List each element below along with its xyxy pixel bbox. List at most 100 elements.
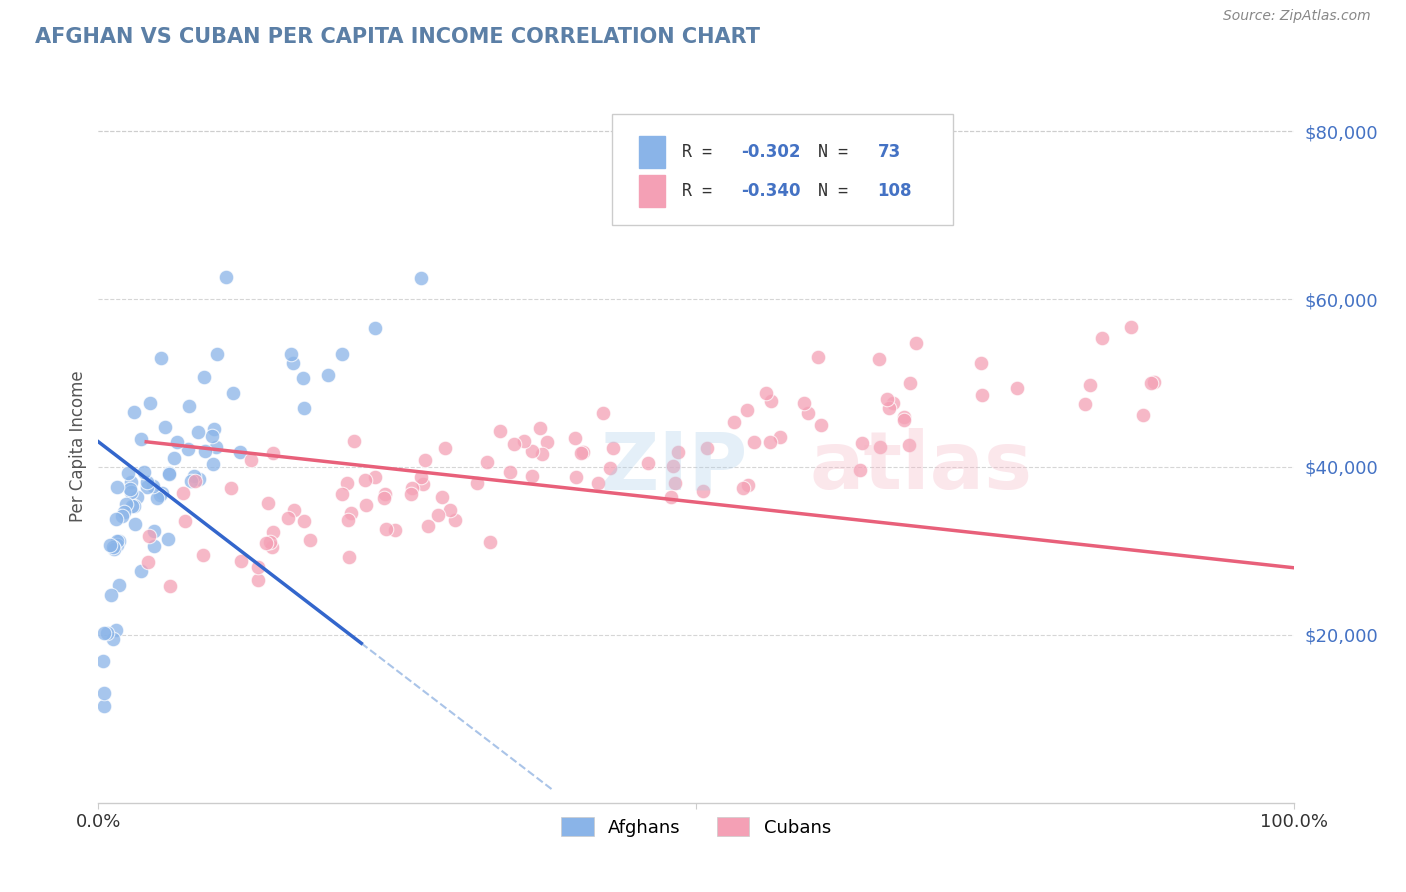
Point: [114, 497, 136, 511]
Point: [335, 475, 357, 490]
Point: [259, 534, 281, 549]
Point: [262, 445, 284, 459]
Point: [599, 461, 621, 475]
Point: [430, 490, 453, 504]
Point: [364, 470, 387, 484]
Bar: [638, 175, 665, 207]
Point: [905, 336, 928, 351]
Point: [117, 466, 139, 480]
FancyBboxPatch shape: [613, 114, 953, 225]
Point: [868, 352, 890, 367]
Point: [280, 346, 302, 360]
Point: [215, 270, 238, 285]
Point: [737, 477, 759, 491]
Point: [330, 346, 353, 360]
Point: [520, 469, 543, 483]
Point: [132, 465, 155, 479]
Point: [229, 444, 252, 458]
Point: [1091, 331, 1114, 345]
Point: [1139, 376, 1161, 390]
Point: [202, 422, 225, 436]
Point: [292, 514, 315, 528]
Point: [354, 473, 377, 487]
Point: [898, 438, 921, 452]
Point: [1078, 378, 1101, 392]
Point: [135, 475, 157, 490]
Point: [488, 424, 510, 438]
Point: [869, 440, 891, 454]
Point: [219, 481, 242, 495]
Point: [626, 203, 648, 218]
Point: [401, 486, 423, 500]
Point: [851, 435, 873, 450]
Point: [105, 538, 128, 552]
Point: [343, 434, 366, 448]
Point: [292, 401, 315, 415]
Point: [157, 467, 180, 481]
Point: [793, 396, 815, 410]
Point: [155, 420, 177, 434]
Point: [129, 432, 152, 446]
Point: [565, 469, 588, 483]
Point: [146, 491, 169, 505]
Point: [401, 481, 423, 495]
Point: [434, 441, 457, 455]
Point: [108, 534, 131, 549]
Point: [108, 578, 131, 592]
Point: [111, 509, 134, 524]
Point: [231, 554, 253, 568]
Point: [384, 523, 406, 537]
Point: [520, 444, 543, 458]
Point: [503, 437, 526, 451]
Y-axis label: Per Capita Income: Per Capita Income: [69, 370, 87, 522]
Point: [179, 399, 201, 413]
Point: [592, 406, 614, 420]
Point: [122, 499, 145, 513]
Point: [298, 533, 321, 547]
Point: [893, 413, 915, 427]
Point: [156, 533, 179, 547]
Point: [105, 623, 128, 637]
Point: [970, 388, 993, 402]
Point: [103, 542, 125, 557]
Text: 108: 108: [877, 182, 912, 200]
Point: [101, 632, 124, 647]
Point: [222, 385, 245, 400]
Point: [124, 517, 146, 532]
Point: [337, 550, 360, 565]
Point: [201, 457, 224, 471]
Point: [666, 445, 689, 459]
Point: [735, 403, 758, 417]
Point: [439, 503, 461, 517]
Point: [316, 368, 339, 383]
Point: [207, 347, 229, 361]
Point: [364, 321, 387, 335]
Point: [193, 370, 215, 384]
Point: [138, 528, 160, 542]
Point: [120, 475, 142, 490]
Point: [531, 447, 554, 461]
Point: [877, 401, 900, 415]
Point: [150, 486, 173, 500]
Point: [149, 488, 172, 502]
Point: [162, 451, 184, 466]
Point: [277, 510, 299, 524]
Point: [340, 506, 363, 520]
Point: [768, 430, 790, 444]
Text: 73: 73: [877, 143, 901, 161]
Text: -0.340: -0.340: [741, 182, 801, 200]
Text: atlas: atlas: [810, 428, 1032, 507]
Point: [100, 588, 122, 602]
Point: [157, 467, 180, 481]
Point: [411, 271, 433, 285]
Point: [142, 479, 165, 493]
Point: [898, 376, 921, 390]
Point: [536, 434, 558, 449]
Point: [661, 459, 683, 474]
Point: [465, 476, 488, 491]
Point: [136, 480, 159, 494]
Bar: [638, 136, 665, 169]
Point: [1119, 320, 1142, 334]
Point: [201, 429, 224, 443]
Text: AFGHAN VS CUBAN PER CAPITA INCOME CORRELATION CHART: AFGHAN VS CUBAN PER CAPITA INCOME CORREL…: [35, 27, 761, 46]
